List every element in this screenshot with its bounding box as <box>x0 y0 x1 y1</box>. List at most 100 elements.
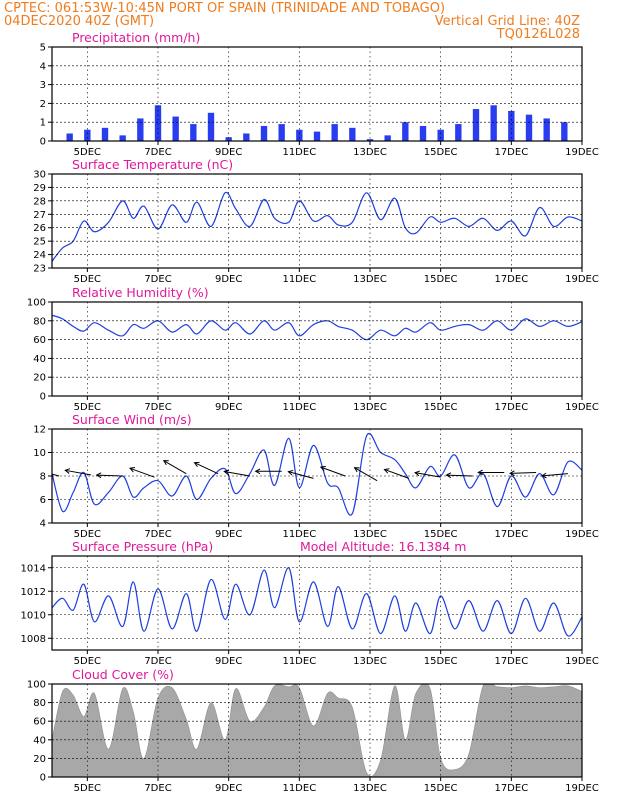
wind-arrow-head <box>64 468 71 474</box>
x-tick-label: 17DEC <box>494 656 528 667</box>
precip-bar <box>260 125 268 141</box>
wind-arrow <box>540 472 568 479</box>
x-tick-label: 19DEC <box>565 783 599 794</box>
header-model-code: TQ0126L028 <box>496 27 580 42</box>
precip-bar <box>154 105 162 141</box>
precip-bar <box>349 127 356 141</box>
x-tick-label: 11DEC <box>282 402 316 413</box>
wind-arrow-head <box>287 469 294 476</box>
precip-bar <box>278 124 285 141</box>
x-tick-label: 11DEC <box>282 147 316 158</box>
x-tick-label: 15DEC <box>424 529 458 540</box>
x-tick-label: 13DEC <box>353 402 387 413</box>
panel-2: Relative Humidity (%) 0 20 40 60 80 100 5DEC 7DE… <box>27 285 599 413</box>
panel-3: Surface Wind (m/s) 4 6 8 10 12 5DEC 7DEC 9DEC 11D… <box>33 412 599 540</box>
wind-arrow-shaft <box>129 467 155 478</box>
y-tick-label: 1010 <box>21 610 46 621</box>
y-tick-label: 0 <box>40 137 46 148</box>
precip-bar <box>296 129 303 141</box>
wind-arrow-head <box>254 468 261 475</box>
y-tick-label: 4 <box>40 519 46 530</box>
wind-arrow <box>383 468 410 479</box>
wind-arrow-head <box>193 461 200 467</box>
panel-5: Cloud Cover (%) 0 20 40 60 80 100 5DEC 7DEC 9DEC 1… <box>27 667 599 794</box>
x-tick-label: 7DEC <box>144 147 171 158</box>
wind-arrow-shaft <box>163 460 187 475</box>
panel-frame <box>51 683 583 778</box>
x-tick-label: 19DEC <box>565 274 599 285</box>
x-tick-label: 11DEC <box>282 656 316 667</box>
wind-arrow-shaft <box>541 473 568 477</box>
y-tick-label: 20 <box>33 754 46 765</box>
panel-annotation: Model Altitude: 16.1384 m <box>300 539 466 554</box>
wind-arrow-shaft <box>96 474 123 477</box>
precip-bar <box>84 129 91 141</box>
precip-bar <box>101 127 109 141</box>
wind-arrow <box>162 460 187 475</box>
y-tick-label: 10 <box>33 448 46 459</box>
x-tick-label: 9DEC <box>215 402 242 413</box>
x-tick-label: 7DEC <box>144 656 171 667</box>
precip-bar <box>119 135 126 141</box>
x-tick-label: 9DEC <box>215 529 242 540</box>
wind-arrow-head <box>95 472 102 479</box>
y-tick-label: 100 <box>27 680 46 691</box>
y-tick-label: 24 <box>33 250 46 261</box>
x-tick-label: 17DEC <box>494 783 528 794</box>
y-tick-label: 29 <box>33 183 46 194</box>
panel-frame <box>51 173 583 269</box>
precip-bar <box>366 139 374 141</box>
x-tick-label: 9DEC <box>215 656 242 667</box>
precip-bar <box>207 112 215 141</box>
y-tick-label: 28 <box>33 196 46 207</box>
y-tick-label: 80 <box>33 698 46 709</box>
panel-0: Precipitation (mm/h) 0 1 2 3 4 5 5DEC 7DEC 9DEC 11… <box>40 30 599 158</box>
x-tick-label: 15DEC <box>424 783 458 794</box>
panel-title: Surface Temperature (nC) <box>72 157 233 172</box>
panel-title: Surface Pressure (hPa) <box>72 539 213 554</box>
panel-title: Precipitation (mm/h) <box>72 30 200 45</box>
x-tick-label: 5DEC <box>74 274 101 285</box>
wind-arrow-head <box>319 465 326 472</box>
wind-arrow <box>445 472 473 479</box>
plot-area <box>34 433 582 516</box>
wind-arrow-head <box>34 468 39 473</box>
wind-arrow <box>414 470 441 478</box>
x-tick-label: 7DEC <box>144 783 171 794</box>
precip-bar <box>561 122 568 141</box>
precip-bar <box>437 129 444 141</box>
wind-arrow <box>193 461 219 475</box>
wind-arrow-head <box>383 468 390 474</box>
x-tick-label: 13DEC <box>353 147 387 158</box>
panel-frame <box>51 301 583 397</box>
x-tick-label: 17DEC <box>494 147 528 158</box>
wind-arrow-shaft <box>224 470 250 477</box>
panel-frame <box>51 46 583 142</box>
y-tick-label: 20 <box>33 373 46 384</box>
x-tick-label: 13DEC <box>353 274 387 285</box>
x-tick-label: 5DEC <box>74 529 101 540</box>
series-line <box>52 567 582 637</box>
wind-arrow-head <box>353 467 360 473</box>
y-tick-label: 40 <box>33 354 46 365</box>
x-tick-label: 15DEC <box>424 656 458 667</box>
x-tick-label: 17DEC <box>494 402 528 413</box>
y-tick-label: 27 <box>33 210 46 221</box>
panel-frame <box>51 555 583 651</box>
wind-arrow-head <box>223 469 230 475</box>
x-tick-label: 19DEC <box>565 147 599 158</box>
precip-bar <box>419 125 427 141</box>
x-tick-label: 19DEC <box>565 656 599 667</box>
x-tick-label: 11DEC <box>282 783 316 794</box>
panel-title: Surface Wind (m/s) <box>72 412 192 427</box>
precip-bar <box>331 124 338 141</box>
x-tick-label: 15DEC <box>424 402 458 413</box>
wind-arrow <box>509 470 537 477</box>
precip-bar <box>402 122 409 141</box>
wind-arrow-shaft <box>384 468 410 479</box>
wind-arrow <box>129 467 155 478</box>
precip-bar <box>243 133 250 141</box>
wind-arrow-shaft <box>194 462 219 475</box>
x-tick-label: 5DEC <box>74 147 101 158</box>
